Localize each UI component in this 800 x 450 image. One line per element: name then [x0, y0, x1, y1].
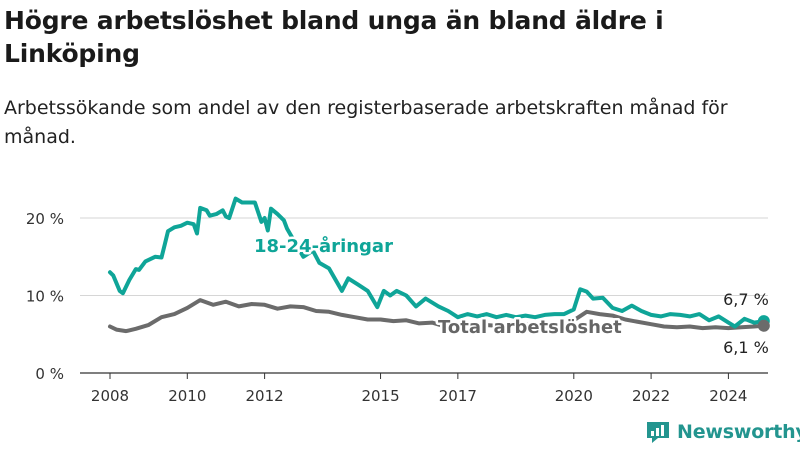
series-line-total: [108, 298, 766, 334]
end-value-label-total: 6,1 %: [723, 338, 769, 357]
end-point-total: [757, 319, 770, 332]
end-value-label-youth: 6,7 %: [723, 290, 769, 309]
x-tick-label: 2022: [632, 387, 670, 405]
x-tick-label: 2015: [361, 387, 399, 405]
x-tick-label: 2017: [439, 387, 477, 405]
newsworthy-logo-text: Newsworthy: [677, 421, 800, 443]
chart-subtitle: Arbetssökande som andel av den registerb…: [4, 97, 728, 148]
newsworthy-logo-icon: [647, 422, 669, 443]
x-tick-label: 2008: [91, 387, 129, 405]
series-line-youth: [108, 196, 766, 329]
x-tick-label: 2012: [246, 387, 284, 405]
y-tick-label: 0 %: [35, 365, 64, 383]
y-tick-label: 10 %: [26, 288, 64, 306]
chart-title: Högre arbetslöshet bland unga än bland ä…: [4, 6, 664, 68]
x-tick-label: 2010: [168, 387, 206, 405]
newsworthy-logo: Newsworthy: [645, 419, 800, 445]
series-label-total: Total arbetslöshet: [438, 317, 622, 338]
y-tick-label: 20 %: [26, 210, 64, 228]
x-tick-label: 2024: [709, 387, 747, 405]
series-label-youth: 18-24-åringar: [254, 235, 393, 257]
x-tick-label: 2020: [555, 387, 593, 405]
